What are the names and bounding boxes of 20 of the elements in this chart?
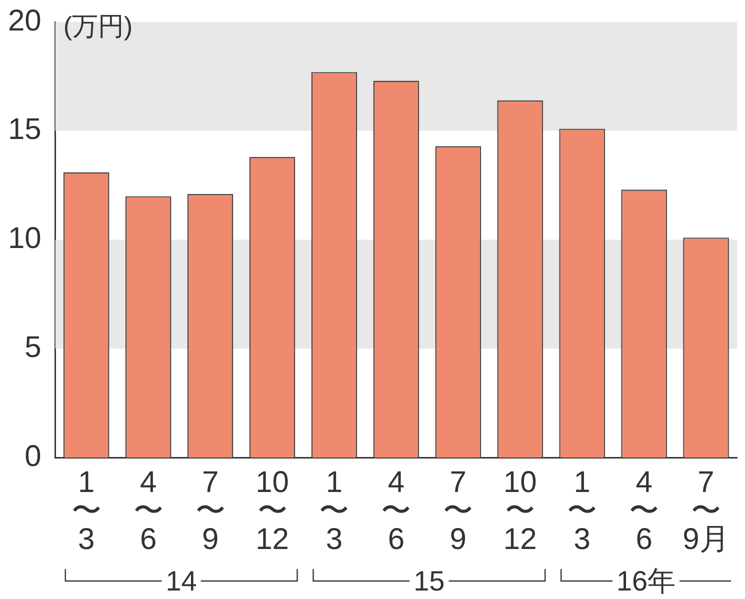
x-tick-label: 10〜12	[503, 466, 537, 556]
x-tick-label: 10〜12	[256, 466, 289, 556]
x-tick-label: 4〜6	[629, 466, 660, 556]
x-tick-label: 4〜6	[133, 466, 164, 556]
y-tick-label: 5	[24, 330, 42, 364]
x-tick-label: 7〜9月	[682, 466, 730, 556]
y-tick-label: 10	[8, 222, 42, 256]
text: 16年	[616, 566, 676, 597]
text: 15	[414, 566, 445, 597]
y-tick-label: 0	[24, 440, 42, 473]
x-tick-label: 4〜6	[381, 466, 412, 556]
y-axis-title: (万円)	[63, 11, 133, 42]
x-tick-label: 7〜9	[195, 466, 226, 556]
x-tick-label: 1〜3	[567, 466, 598, 556]
y-tick-label: 15	[8, 113, 42, 146]
x-tick-label: 1〜3	[71, 466, 102, 556]
text: 14	[166, 566, 197, 597]
x-tick-label: 7〜9	[443, 466, 474, 556]
x-tick-label: 1〜3	[319, 466, 350, 556]
y-tick-label: 20	[8, 4, 42, 38]
